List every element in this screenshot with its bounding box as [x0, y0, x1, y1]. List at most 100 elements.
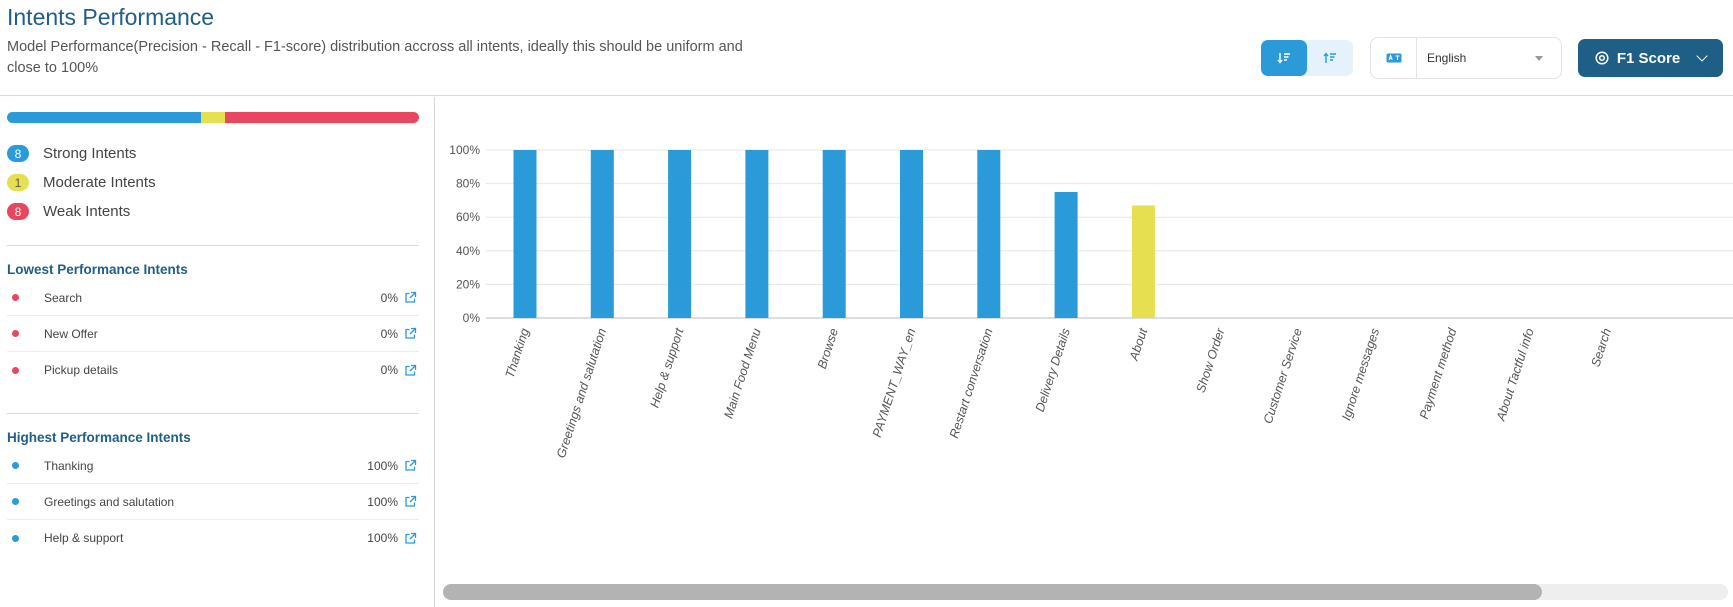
y-tick-label: 80% — [456, 177, 480, 191]
x-tick-label: Browse — [815, 327, 841, 371]
intent-name: Help & support — [44, 531, 124, 545]
y-tick-label: 20% — [456, 277, 480, 291]
x-tick-label: Help & support — [648, 326, 687, 409]
distribution-bar — [7, 112, 419, 123]
intent-score: 0% — [380, 290, 398, 305]
translate-icon — [1371, 38, 1417, 78]
chart-bar[interactable] — [668, 150, 692, 318]
x-tick-label: About Tactful info — [1493, 327, 1536, 424]
x-tick-label: PAYMENT_WAY_en — [870, 327, 918, 440]
scrollbar-thumb[interactable] — [443, 584, 1542, 600]
distribution-moderate — [200, 112, 226, 123]
page-title: Intents Performance — [7, 4, 215, 30]
intent-name: New Offer — [44, 326, 98, 341]
chevron-down-icon — [1535, 55, 1543, 61]
language-value: English — [1427, 51, 1467, 65]
sort-ascending-icon — [1323, 52, 1336, 63]
external-link-icon[interactable] — [404, 364, 417, 377]
page-subtitle: Model Performance(Precision - Recall - F… — [7, 39, 743, 76]
intent-score: 100% — [367, 494, 398, 509]
status-dot — [12, 366, 19, 374]
intent-strength-legend: 8 Strong Intents 1 Moderate Intents 8 We… — [7, 139, 156, 226]
moderate-label: Moderate Intents — [43, 174, 156, 191]
y-tick-label: 60% — [456, 210, 480, 224]
language-select[interactable]: English — [1370, 37, 1562, 79]
x-tick-label: Restart conversation — [947, 327, 996, 440]
summary-panel: 8 Strong Intents 1 Moderate Intents 8 We… — [0, 97, 435, 607]
moderate-count-badge: 1 — [7, 174, 29, 191]
x-tick-label: Ignore messages — [1339, 327, 1382, 423]
intent-score: 0% — [380, 363, 398, 377]
chevron-down-icon — [1696, 50, 1708, 62]
intent-score: 100% — [367, 458, 398, 473]
legend-moderate: 1 Moderate Intents — [7, 168, 156, 197]
chart-scrollbar[interactable] — [443, 584, 1728, 600]
chart-bar[interactable] — [1054, 192, 1078, 318]
list-item: Help & support 100% — [7, 520, 419, 556]
distribution-strong — [7, 112, 201, 123]
chart-bar[interactable] — [513, 150, 537, 318]
lowest-section-title: Lowest Performance Intents — [7, 262, 188, 277]
list-item: Thanking 100% — [7, 448, 419, 484]
metric-label: F1 Score — [1616, 49, 1681, 67]
x-tick-label: Delivery Details — [1033, 327, 1073, 414]
target-icon — [1595, 51, 1609, 65]
list-item: Pickup details 0% — [7, 352, 419, 388]
external-link-icon[interactable] — [404, 291, 417, 304]
strong-label: Strong Intents — [43, 145, 137, 162]
status-dot — [12, 498, 19, 505]
sort-toggle-group — [1261, 40, 1353, 76]
list-item: New Offer 0% — [7, 316, 419, 352]
strong-count-badge: 8 — [7, 145, 29, 162]
external-link-icon[interactable] — [404, 327, 417, 340]
weak-count-badge: 8 — [7, 203, 29, 220]
intent-name: Thanking — [44, 458, 94, 473]
highest-section-title: Highest Performance Intents — [7, 430, 191, 445]
sort-descending-button[interactable] — [1261, 40, 1307, 76]
external-link-icon[interactable] — [404, 532, 417, 545]
status-dot — [12, 330, 19, 337]
chart-bar[interactable] — [822, 150, 846, 318]
divider — [7, 413, 419, 414]
chart-bar[interactable] — [1131, 205, 1155, 318]
sort-ascending-button[interactable] — [1307, 40, 1353, 76]
highest-intents-list: Thanking 100% Greetings and salutation 100%… — [7, 448, 419, 556]
legend-strong: 8 Strong Intents — [7, 139, 156, 168]
performance-chart: 0% 20% 40% 60% 80% 100% Thanking Greetings and … — [436, 97, 1733, 607]
external-link-icon[interactable] — [404, 495, 417, 508]
bar-chart-svg: 0% 20% 40% 60% 80% 100% Thanking Greetings and … — [449, 143, 1733, 460]
external-link-icon[interactable] — [404, 459, 417, 472]
x-tick-label: Thanking — [503, 327, 532, 380]
list-item: Greetings and salutation 100% — [7, 484, 419, 520]
legend-weak: 8 Weak Intents — [7, 197, 156, 226]
weak-label: Weak Intents — [43, 203, 131, 220]
x-tick-label: Greetings and salutation — [554, 327, 609, 460]
intent-name: Greetings and salutation — [44, 494, 175, 509]
sort-descending-icon — [1277, 53, 1290, 64]
chart-bar[interactable] — [745, 150, 769, 318]
x-tick-label: Customer Service — [1261, 327, 1305, 426]
distribution-weak — [225, 112, 419, 123]
metric-dropdown-button[interactable]: F1 Score — [1578, 39, 1723, 77]
chart-bar[interactable] — [977, 150, 1001, 318]
intent-name: Search — [44, 290, 83, 305]
chart-bar[interactable] — [900, 150, 923, 318]
intent-score: 0% — [380, 326, 398, 341]
status-dot — [12, 462, 19, 469]
status-dot — [12, 294, 19, 301]
lowest-intents-list: Search 0% New Offer 0% Pickup details 0% — [7, 280, 419, 388]
x-tick-label: Search — [1588, 327, 1614, 369]
list-item: Search 0% — [7, 280, 419, 316]
page-header: Intents Performance Model Performance(Pr… — [0, 0, 1733, 96]
divider — [7, 245, 419, 246]
status-dot — [12, 534, 19, 542]
y-tick-label: 100% — [449, 143, 480, 157]
y-tick-label: 40% — [456, 244, 480, 258]
x-tick-label: Payment method — [1417, 326, 1460, 421]
intent-name: Pickup details — [44, 363, 119, 377]
y-tick-label: 0% — [463, 311, 481, 325]
x-tick-label: Main Food Menu — [721, 327, 763, 421]
chart-bar[interactable] — [590, 150, 614, 318]
x-tick-label: About — [1127, 326, 1151, 363]
intent-score: 100% — [367, 531, 398, 545]
